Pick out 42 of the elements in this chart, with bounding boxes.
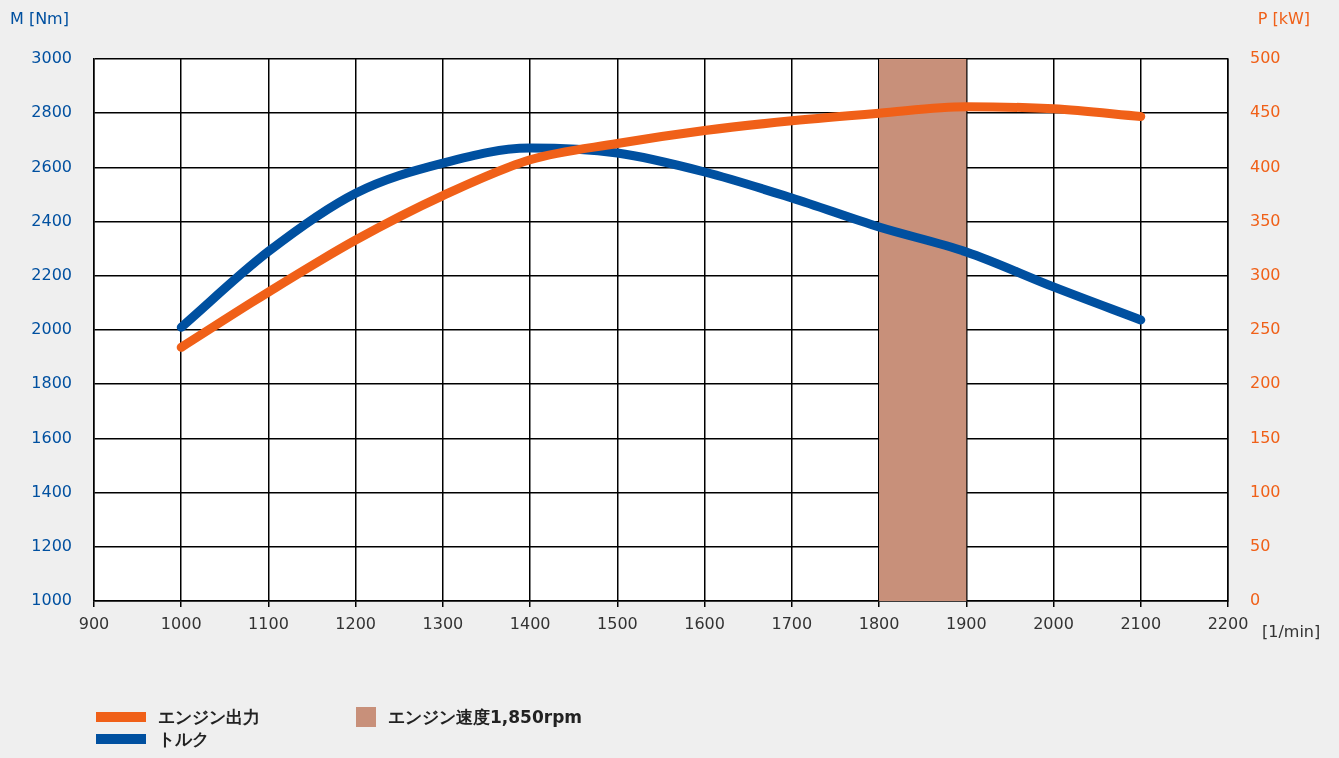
y-tick-label: 1400 [31,481,72,501]
x-axis-title: [1/min] [1262,622,1321,642]
x-tick-label: 1400 [509,613,551,633]
x-tick-label: 1200 [335,613,377,633]
y2-tick-label: 200 [1250,373,1281,393]
y2-tick-label: 50 [1250,535,1271,555]
y-axis-title: M [Nm] [10,9,69,29]
x-tick-label: 2000 [1033,613,1074,633]
y2-tick-label: 350 [1250,210,1281,230]
y-tick-label: 2200 [31,264,72,284]
y2-tick-label: 150 [1250,427,1281,447]
y2-tick-label: 500 [1250,48,1281,68]
y2-tick-label: 400 [1250,156,1281,176]
x-tick-label: 1000 [160,613,202,633]
x-tick-label: 1900 [945,613,987,633]
y-tick-label: 1800 [31,373,72,393]
y2-tick-label: 0 [1250,590,1261,610]
y-tick-label: 2400 [31,210,72,230]
y-tick-label: 3000 [31,48,72,68]
x-tick-label: 1100 [248,613,289,633]
y2-tick-label: 100 [1250,481,1281,501]
y-tick-label: 2600 [31,156,72,176]
x-tick-label: 2100 [1120,613,1162,633]
y2-tick-label: 450 [1250,102,1281,122]
legend-label: トルク [158,727,209,751]
y2-axis-title: P [kW] [1257,9,1310,29]
x-tick-label: 2200 [1207,613,1249,633]
x-tick-label: 1700 [771,613,813,633]
x-tick-label: 1800 [858,613,900,633]
x-tick-label: 1600 [684,613,725,633]
legend-label: エンジン速度1,850rpm [388,705,583,729]
y2-tick-label: 300 [1250,264,1281,284]
y-tick-label: 2000 [31,319,72,339]
y-tick-label: 1600 [31,427,72,447]
legend-label: エンジン出力 [158,705,260,729]
x-tick-label: 900 [78,613,110,633]
x-tick-label: 1300 [422,613,464,633]
x-tick-label: 1500 [597,613,638,633]
y-tick-label: 1200 [31,535,72,555]
y-tick-label: 1000 [31,590,72,610]
y-tick-label: 2800 [31,102,72,122]
y2-tick-label: 250 [1250,319,1281,339]
